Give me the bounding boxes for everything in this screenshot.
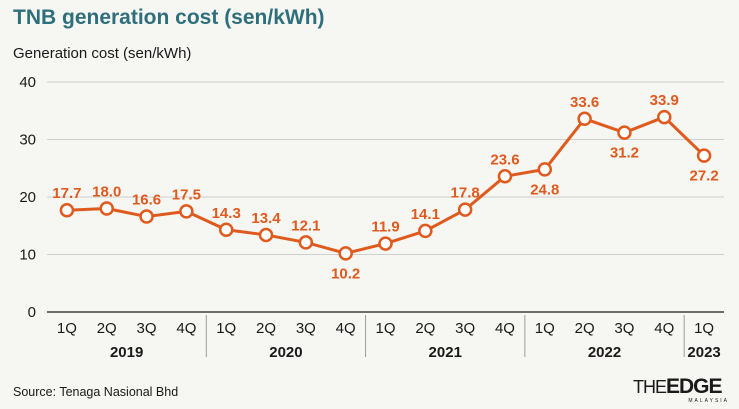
data-label: 33.9 (650, 92, 679, 109)
data-point (258, 227, 274, 243)
data-label: 24.8 (530, 181, 559, 198)
source-note: Source: Tenaga Nasional Bhd (13, 385, 179, 399)
y-tick-label: 10 (19, 247, 36, 264)
y-tick-label: 40 (19, 74, 36, 91)
x-tick-label: 2Q (256, 320, 276, 337)
data-point (457, 202, 473, 217)
x-tick-label: 1Q (694, 320, 714, 337)
chart-title: TNB generation cost (sen/kWh) (13, 6, 325, 29)
data-label: 17.5 (172, 186, 201, 203)
x-tick-label: 1Q (375, 320, 395, 337)
data-label: 17.8 (451, 185, 480, 202)
data-label: 10.2 (331, 265, 360, 282)
data-label: 17.7 (52, 185, 81, 202)
data-label: 12.1 (291, 217, 320, 234)
x-tick-label: 3Q (455, 320, 475, 337)
data-point (179, 204, 194, 219)
x-tick-label: 4Q (654, 320, 674, 337)
x-tick-label: 3Q (296, 320, 316, 337)
logo-tag: MALAYSIA (688, 398, 729, 404)
y-tick-label: 0 (28, 304, 36, 321)
data-point (218, 222, 234, 238)
data-label: 33.6 (570, 94, 599, 111)
data-label: 31.2 (610, 145, 639, 162)
data-label: 27.2 (689, 168, 718, 185)
y-tick-label: 20 (19, 189, 36, 206)
x-tick-label: 3Q (614, 320, 634, 337)
data-label: 16.6 (132, 192, 161, 209)
data-label: 13.4 (251, 210, 281, 227)
x-tick-label: 3Q (137, 320, 157, 337)
data-label: 14.3 (212, 205, 241, 222)
the-edge-logo: THEEDGE MALAYSIA (633, 376, 729, 404)
year-label: 2022 (588, 344, 621, 361)
data-point (577, 111, 592, 127)
x-tick-label: 2Q (415, 320, 435, 337)
x-tick-label: 1Q (57, 320, 77, 337)
data-point (657, 109, 672, 125)
data-point (378, 236, 393, 251)
data-label: 11.9 (371, 219, 399, 236)
year-label: 2021 (429, 344, 462, 361)
x-tick-label: 4Q (336, 320, 356, 337)
data-point (139, 209, 154, 224)
x-tick-label: 1Q (216, 320, 236, 337)
data-point (537, 162, 553, 177)
x-tick-label: 4Q (495, 320, 515, 337)
data-point (497, 169, 513, 184)
x-tick-label: 2Q (97, 320, 117, 337)
year-label: 2020 (269, 344, 302, 361)
data-point (418, 223, 433, 239)
data-point (59, 202, 75, 218)
data-label: 23.6 (490, 151, 519, 168)
y-axis-title: Generation cost (sen/kWh) (13, 45, 192, 62)
data-point (298, 235, 314, 250)
data-point (617, 125, 632, 140)
data-point (696, 148, 712, 163)
x-tick-label: 4Q (176, 320, 196, 337)
x-tick-label: 1Q (535, 320, 555, 337)
data-point (338, 246, 353, 261)
logo-edge: EDGE (666, 375, 723, 398)
year-label: 2023 (687, 344, 720, 361)
y-tick-label: 30 (19, 132, 36, 149)
year-label: 2019 (110, 344, 143, 361)
data-label: 18.0 (92, 184, 121, 201)
logo-the: THE (633, 377, 667, 397)
x-tick-label: 2Q (575, 320, 595, 337)
data-point (99, 201, 114, 216)
data-label: 14.1 (411, 206, 440, 223)
